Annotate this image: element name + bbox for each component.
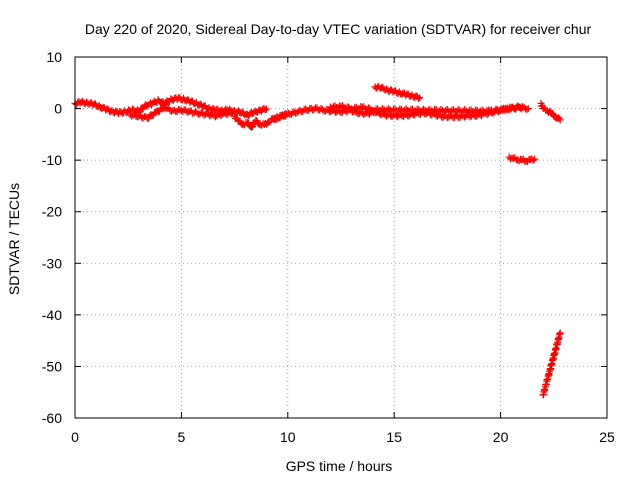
chart-title: Day 220 of 2020, Sidereal Day-to-day VTE… xyxy=(85,21,592,37)
data-point xyxy=(556,329,564,337)
data-point xyxy=(228,109,236,117)
y-tick-label: -50 xyxy=(42,358,62,374)
x-tick-label: 20 xyxy=(493,429,509,445)
y-tick-label: -60 xyxy=(42,410,62,426)
series-segment-minus-ten xyxy=(505,153,539,165)
x-tick-label: 10 xyxy=(280,429,296,445)
data-point xyxy=(377,106,385,114)
y-axis-label: SDTVAR / TECUs xyxy=(6,183,22,295)
y-tick-label: -10 xyxy=(42,152,62,168)
data-point xyxy=(462,107,470,115)
data-point xyxy=(414,95,422,103)
data-point xyxy=(529,156,537,164)
series-segment-upper-arc xyxy=(371,82,424,103)
data-point xyxy=(435,107,443,115)
data-point xyxy=(524,105,532,113)
data-point xyxy=(487,106,495,114)
data-point xyxy=(445,107,453,115)
data-point xyxy=(263,105,271,113)
data-point xyxy=(329,103,337,111)
x-axis-label: GPS time / hours xyxy=(286,458,393,474)
plot-frame xyxy=(74,56,608,419)
data-point xyxy=(348,105,356,113)
y-tick-label: -30 xyxy=(42,255,62,271)
data-point xyxy=(509,103,517,111)
x-tick-label: 0 xyxy=(71,429,79,445)
data-point xyxy=(523,105,531,113)
ticks-layer xyxy=(74,56,608,419)
series-segment-steep-drop xyxy=(539,329,564,399)
data-point xyxy=(363,105,371,113)
y-tick-label: -40 xyxy=(42,307,62,323)
data-point xyxy=(416,94,424,102)
series-segment-end-right xyxy=(537,99,564,124)
x-tick-label: 15 xyxy=(386,429,402,445)
x-tick-label: 5 xyxy=(178,429,186,445)
data-point xyxy=(516,104,524,112)
data-point xyxy=(397,106,405,114)
data-point xyxy=(386,106,394,114)
data-point xyxy=(261,106,269,114)
data-point xyxy=(531,155,539,163)
data-point xyxy=(494,106,502,114)
data-point xyxy=(556,116,564,124)
x-tick-label: 25 xyxy=(599,429,615,445)
data-point xyxy=(424,106,432,114)
points-layer xyxy=(71,82,564,399)
data-point xyxy=(518,103,526,111)
data-point xyxy=(555,114,563,122)
y-tick-label: 0 xyxy=(54,101,62,117)
data-point xyxy=(337,102,345,110)
tick-labels-layer: 0 5 10 15 20 25 -60 -50 -40 -30 -20 -10 0 10 xyxy=(42,49,615,445)
data-point xyxy=(248,123,256,131)
data-point xyxy=(504,105,512,113)
data-point xyxy=(342,104,350,112)
series-segment-main-1-low xyxy=(126,104,236,122)
y-tick-label: 10 xyxy=(46,49,62,65)
data-point xyxy=(495,107,503,115)
series-segment-main-2-upper xyxy=(326,102,526,116)
y-tick-label: -20 xyxy=(42,204,62,220)
